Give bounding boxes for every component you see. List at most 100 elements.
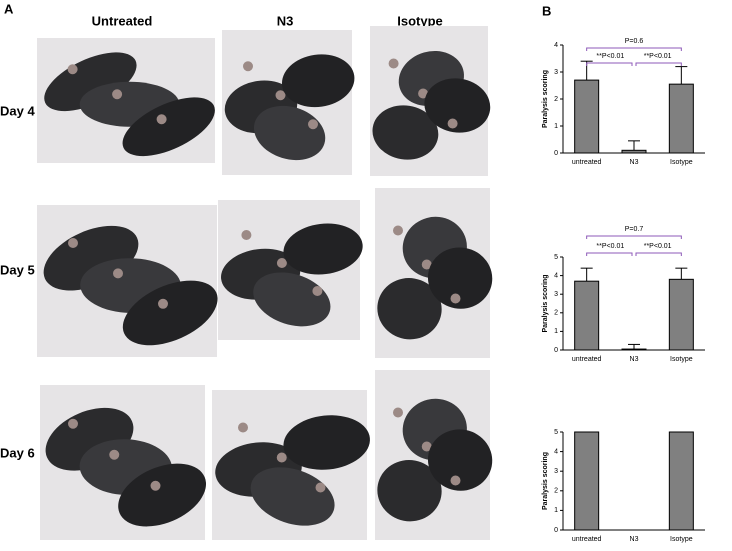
panel-label: B	[542, 3, 551, 18]
mouse	[283, 223, 363, 275]
photo	[370, 26, 491, 176]
photo	[40, 385, 207, 540]
x-tick-label: untreated	[572, 356, 602, 363]
mouse	[377, 460, 442, 522]
y-tick-label: 2	[554, 488, 558, 495]
mouse	[118, 463, 207, 527]
panel-label: A	[4, 1, 14, 16]
annotation: **P<0.01	[644, 53, 672, 60]
photo	[212, 390, 370, 540]
ear	[276, 452, 287, 463]
mouse	[122, 97, 215, 157]
bar	[668, 431, 694, 531]
mouse	[427, 247, 493, 309]
significance-bracket	[586, 235, 682, 239]
x-tick-label: N3	[630, 356, 639, 363]
column-header: N3	[277, 13, 294, 28]
mouse	[424, 78, 491, 133]
ear	[308, 119, 318, 130]
ear	[312, 286, 323, 296]
y-tick-label: 2	[554, 96, 558, 103]
y-tick-label: 3	[554, 69, 558, 76]
column-header: Isotype	[397, 13, 443, 28]
photo	[37, 38, 215, 163]
y-tick-label: 1	[554, 507, 558, 514]
mouse	[44, 52, 137, 112]
photo	[375, 370, 493, 540]
ear	[421, 259, 432, 270]
y-tick-label: 5	[554, 254, 558, 261]
ear	[109, 449, 120, 460]
y-tick-label: 0	[554, 150, 558, 157]
ear	[315, 482, 326, 493]
mouse	[372, 105, 439, 160]
y-axis-label: Paralysis scoring	[542, 275, 549, 333]
y-tick-label: 5	[554, 429, 558, 436]
mouse	[283, 415, 370, 470]
annotation: P=0.6	[625, 38, 644, 45]
y-tick-label: 0	[554, 347, 558, 354]
bar	[574, 431, 600, 531]
ear	[418, 88, 429, 99]
annotation: **P<0.01	[644, 243, 672, 250]
annotation: **P<0.01	[596, 53, 624, 60]
mouse	[253, 105, 326, 161]
bar	[574, 280, 600, 351]
x-tick-label: N3	[630, 536, 639, 543]
x-tick-label: Isotype	[670, 536, 693, 543]
y-tick-label: 3	[554, 468, 558, 475]
y-tick-label: 1	[554, 328, 558, 335]
row-header: Day 5	[0, 262, 35, 277]
y-tick-label: 1	[554, 123, 558, 130]
mouse	[281, 54, 355, 108]
y-tick-label: 4	[554, 448, 558, 455]
mouse	[427, 429, 493, 491]
ear	[450, 475, 461, 486]
bar	[621, 149, 647, 154]
mouse	[122, 280, 218, 346]
photo	[218, 200, 363, 340]
ear	[393, 225, 403, 236]
ear	[447, 118, 458, 129]
mouse	[253, 272, 331, 327]
y-tick-label: 3	[554, 291, 558, 298]
y-tick-label: 2	[554, 310, 558, 317]
mouse	[250, 467, 335, 526]
ear	[241, 230, 252, 240]
ear	[158, 298, 168, 309]
ear	[150, 480, 161, 491]
x-tick-label: N3	[630, 159, 639, 166]
mouse	[377, 278, 442, 340]
ear	[393, 407, 403, 418]
ear	[68, 238, 78, 248]
column-header: Untreated	[92, 13, 153, 28]
bar	[574, 79, 600, 154]
ear	[67, 64, 78, 75]
x-tick-label: Isotype	[670, 356, 693, 363]
ear	[388, 58, 399, 69]
photo	[37, 205, 218, 357]
bar	[668, 278, 694, 351]
y-axis-label: Paralysis scoring	[542, 452, 549, 510]
photo-grid	[37, 26, 493, 540]
x-tick-label: untreated	[572, 536, 602, 543]
significance-bracket	[586, 62, 633, 66]
photo	[375, 188, 493, 358]
ear	[276, 258, 287, 268]
photo	[222, 30, 355, 175]
significance-bracket	[586, 252, 633, 256]
ear	[156, 114, 167, 125]
annotation: **P<0.01	[596, 243, 624, 250]
y-tick-label: 0	[554, 527, 558, 534]
ear	[68, 418, 78, 429]
x-tick-label: Isotype	[670, 159, 693, 166]
y-tick-label: 4	[554, 42, 558, 49]
significance-bracket	[586, 47, 682, 51]
x-tick-label: untreated	[572, 159, 602, 166]
row-header: Day 4	[0, 103, 35, 118]
significance-bracket	[635, 62, 682, 66]
ear	[113, 268, 123, 279]
ear	[243, 61, 253, 72]
row-header: Day 6	[0, 445, 35, 460]
